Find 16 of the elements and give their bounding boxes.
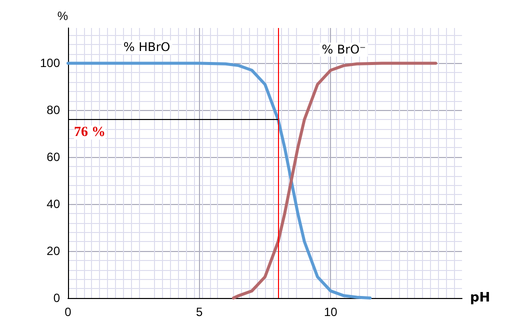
annotation: 76 % (74, 125, 106, 140)
y-tick-label: 40 (46, 197, 60, 212)
x-axis-title: pH (470, 290, 490, 306)
y-tick-label: 80 (46, 103, 60, 118)
y-tick-label: 20 (46, 244, 60, 258)
y-axis-title: % (57, 9, 68, 23)
x-tick-label: 5 (196, 305, 203, 319)
y-tick-label: 0 (53, 291, 60, 305)
series-label: % HBrO (123, 40, 170, 54)
x-tick-label: 10 (324, 305, 338, 319)
line-series (232, 62, 438, 300)
series-label: % BrO⁻ (322, 42, 366, 57)
y-tick-label: 100 (40, 56, 60, 70)
line-series (66, 62, 372, 300)
x-tick-label: 0 (64, 305, 72, 319)
y-tick-label: 60 (46, 150, 60, 164)
